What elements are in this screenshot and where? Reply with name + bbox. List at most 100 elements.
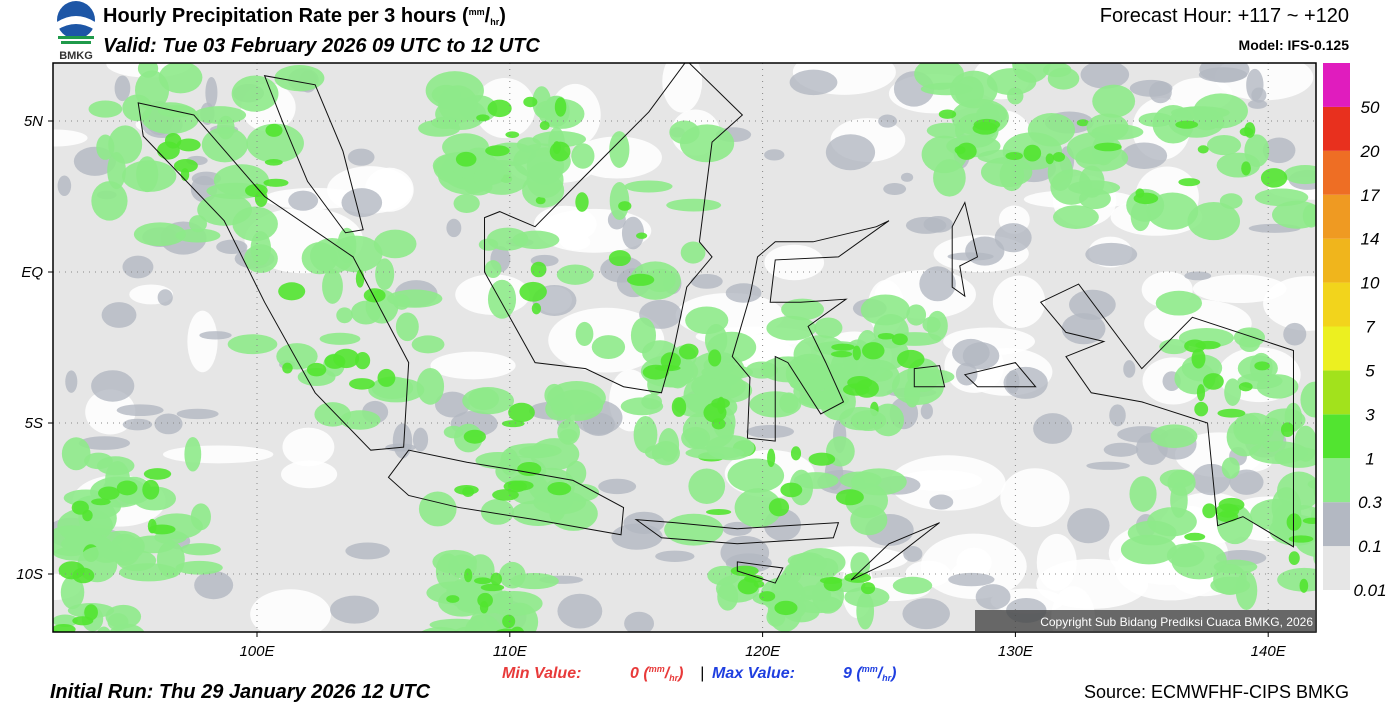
copyright: Copyright Sub Bidang Prediksi Cuaca BMKG…: [1040, 615, 1313, 629]
heavy-rain: [91, 498, 111, 506]
unit: mm: [469, 7, 485, 17]
rain-area: [1159, 469, 1195, 489]
legend-label: 17: [1361, 186, 1380, 205]
heavy-rain: [938, 109, 957, 119]
unit: hr: [882, 673, 891, 683]
light-rain: [1283, 322, 1307, 346]
rain-area: [350, 300, 381, 325]
light-rain: [1121, 142, 1168, 169]
rain-area: [814, 317, 843, 339]
legend-label: 14: [1361, 230, 1380, 249]
dry-area: [162, 445, 274, 464]
legend-swatch: [1323, 63, 1350, 107]
rain-area: [310, 238, 355, 274]
heavy-rain: [737, 578, 759, 595]
rain-area: [526, 161, 564, 199]
light-rain: [764, 149, 785, 161]
rain-area: [64, 647, 105, 663]
heavy-rain: [1288, 551, 1300, 566]
min-number: 0: [630, 665, 639, 682]
rain-area: [13, 654, 63, 672]
heavy-rain: [519, 281, 547, 302]
logo-text: BMKG: [59, 50, 93, 62]
rain-area: [1221, 457, 1240, 479]
rain-area: [781, 298, 825, 321]
rain-area: [0, 603, 29, 624]
rain-area: [432, 549, 478, 574]
rain-area: [60, 575, 85, 610]
dry-area: [1192, 274, 1287, 304]
rain-area: [453, 626, 479, 632]
heavy-rain: [446, 595, 460, 603]
legend-label: 10: [1361, 274, 1380, 293]
forecast-hour: Forecast Hour: +117 ~ +120: [1100, 5, 1349, 27]
rain-area: [1092, 84, 1136, 118]
rain-area: [297, 368, 336, 387]
dry-area: [280, 460, 338, 489]
rain-area: [717, 582, 739, 611]
heavy-rain: [618, 201, 632, 211]
lat-label: EQ: [21, 264, 43, 281]
legend: 0.01 0.1 0.3 1 3 5 7 10 14 17 20 50: [1323, 63, 1387, 600]
map: [0, 63, 1316, 672]
light-rain: [446, 218, 462, 238]
heavy-rain: [1175, 120, 1199, 129]
rain-area: [122, 94, 153, 122]
light-rain: [720, 535, 770, 570]
light-rain: [1067, 508, 1110, 544]
rain-area: [1043, 63, 1072, 78]
min-value: Min Value: 0 (mm/hr): [502, 664, 683, 683]
light-rain: [1085, 242, 1138, 266]
light-rain: [902, 598, 950, 630]
heavy-rain: [254, 189, 268, 208]
heavy-rain: [552, 141, 561, 155]
heavy-rain: [753, 580, 765, 588]
light-rain: [116, 404, 164, 417]
legend-label: 1: [1365, 449, 1374, 468]
heavy-rain: [349, 378, 375, 390]
rain-area: [1233, 327, 1265, 348]
light-rain: [114, 75, 131, 102]
heavy-rain: [355, 269, 365, 288]
heavy-rain: [671, 397, 687, 417]
heavy-rain: [877, 332, 895, 340]
light-rain: [746, 425, 794, 439]
rain-area: [1302, 204, 1316, 228]
rain-area: [375, 258, 395, 290]
light-rain: [1262, 137, 1296, 164]
heavy-rain: [476, 114, 490, 122]
light-rain: [176, 408, 219, 420]
rain-area: [766, 315, 817, 341]
light-rain: [929, 494, 954, 510]
rain-area: [274, 64, 325, 92]
dry-area: [85, 389, 136, 435]
heavy-rain: [1202, 503, 1217, 519]
heavy-rain: [1302, 517, 1316, 524]
legend-swatch: [1323, 458, 1350, 503]
light-rain: [330, 595, 380, 624]
light-rain: [624, 611, 655, 632]
rain-area: [575, 321, 594, 346]
rain-area: [1206, 135, 1242, 156]
heavy-rain: [306, 362, 327, 377]
light-rain: [194, 570, 234, 600]
heavy-rain: [480, 583, 505, 592]
heavy-rain: [1288, 535, 1314, 543]
heavy-rain: [84, 604, 98, 621]
rain-area: [906, 304, 927, 326]
rain-area: [232, 206, 278, 242]
heavy-rain: [891, 333, 908, 346]
rain-area: [904, 378, 921, 408]
rain-area: [1150, 424, 1198, 449]
dry-area: [1036, 558, 1149, 609]
rain-area: [533, 490, 587, 515]
heavy-rain: [1197, 145, 1209, 154]
coastline: [731, 220, 890, 442]
dry-area: [1000, 468, 1070, 528]
heavy-rain: [535, 196, 546, 205]
rain-area: [373, 229, 417, 259]
heavy-rain: [554, 97, 567, 117]
coastline: [963, 362, 1037, 388]
rain-area: [790, 378, 819, 391]
